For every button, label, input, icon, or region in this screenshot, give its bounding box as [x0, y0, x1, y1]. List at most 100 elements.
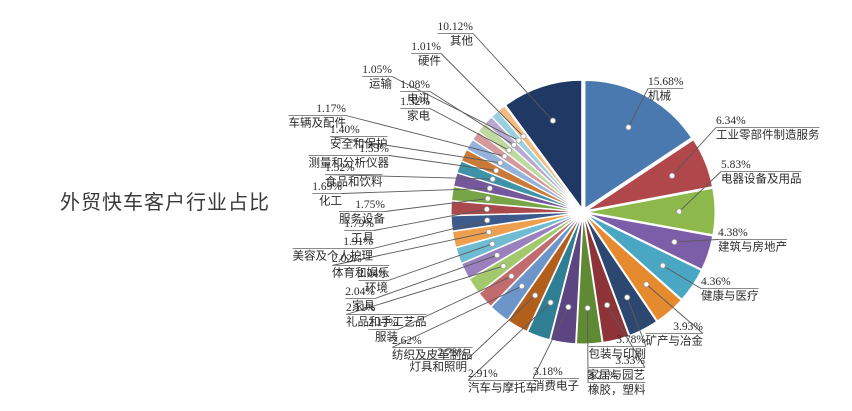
slice-anchor-dot-12: [518, 283, 525, 290]
slice-percent-2: 5.83%: [721, 159, 751, 171]
slice-label-21: 化工: [319, 194, 342, 208]
leader-line-16: [387, 243, 493, 281]
pie-slice-7[interactable]: [583, 215, 630, 344]
slice-percent-9: 3.18%: [533, 366, 563, 378]
leader-line-0: [628, 88, 649, 128]
slice-label-10: 汽车与摩托车: [468, 381, 537, 395]
leader-line-22: [324, 174, 493, 180]
slice-label-12: 纺织及皮革制品: [392, 348, 473, 362]
slice-percent-29: 1.01%: [411, 41, 441, 53]
leader-line-9: [532, 306, 569, 379]
pie-slice-1[interactable]: [586, 138, 714, 212]
leader-line-7: [606, 304, 646, 368]
slice-percent-20: 1.75%: [355, 199, 385, 211]
slice-percent-7: 3.33%: [615, 355, 645, 367]
pie-slice-30[interactable]: [504, 79, 583, 210]
pie-slice-4[interactable]: [585, 213, 703, 301]
slice-label-24: 安全和保护: [330, 137, 388, 151]
pie-slice-9[interactable]: [549, 215, 583, 345]
pie-slice-5[interactable]: [585, 214, 682, 322]
leader-line-11: [466, 295, 536, 360]
slice-anchor-dot-30: [549, 117, 556, 124]
slice-anchor-dot-2: [676, 208, 683, 215]
slice-label-18: 美容及个人护理: [293, 249, 374, 263]
leader-line-15: [374, 254, 498, 299]
slice-label-3: 建筑与房地产: [718, 240, 787, 254]
slice-anchor-dot-21: [486, 185, 493, 192]
slice-anchor-dot-10: [547, 299, 554, 306]
leader-line-12: [391, 285, 523, 348]
slice-anchor-dot-15: [494, 252, 501, 259]
slice-percent-19: 1.79%: [344, 218, 374, 230]
slice-label-16: 环境: [365, 281, 388, 295]
slice-anchor-dot-27: [511, 141, 518, 148]
slice-label-29: 硬件: [418, 54, 441, 68]
slice-label-27: 电讯: [407, 92, 430, 106]
leader-line-2: [678, 171, 722, 212]
slice-percent-11: 2.73%: [437, 347, 467, 359]
slice-anchor-dot-18: [484, 217, 491, 224]
pie-slice-6[interactable]: [584, 215, 658, 337]
slice-label-1: 工业零部件制造服务: [716, 128, 820, 142]
slice-label-8: 橡胶，塑料: [588, 383, 646, 397]
slice-percent-22: 1.52%: [325, 162, 355, 174]
leader-line-3: [674, 239, 719, 243]
pie-slice-8[interactable]: [575, 215, 603, 345]
slice-anchor-dot-4: [659, 262, 666, 269]
leader-line-20: [384, 198, 488, 212]
slice-percent-6: 3.78%: [616, 334, 646, 346]
pie-slice-12[interactable]: [490, 214, 581, 321]
slice-anchor-dot-26: [506, 147, 513, 154]
slice-percent-0: 15.68%: [648, 76, 684, 88]
leader-line-19: [373, 208, 487, 231]
pie-slice-10[interactable]: [526, 215, 583, 341]
leader-line-1: [671, 127, 717, 177]
slice-percent-12: 2.62%: [392, 335, 422, 347]
slice-label-0: 机械: [648, 89, 671, 103]
slice-anchor-dot-22: [489, 176, 496, 183]
slice-percent-25: 1.17%: [316, 103, 346, 115]
leader-line-29: [440, 53, 524, 137]
leader-line-30: [472, 33, 554, 121]
slice-percent-17: 2.02%: [332, 253, 362, 265]
slice-percent-27: 1.08%: [400, 79, 430, 91]
slice-label-4: 健康与医疗: [701, 289, 759, 303]
slice-label-7: 家居与园艺: [588, 368, 646, 382]
slice-anchor-dot-24: [497, 159, 504, 166]
slice-anchor-dot-19: [483, 206, 490, 213]
slice-anchor-dot-14: [500, 263, 507, 270]
slice-label-14: 礼品和手工艺品: [346, 315, 427, 329]
pie-slice-0[interactable]: [584, 79, 693, 210]
pie-slice-2[interactable]: [586, 187, 716, 236]
slice-label-20: 服务设备: [339, 212, 385, 226]
slice-label-19: 工具: [351, 231, 374, 245]
slice-anchor-dot-6: [624, 294, 631, 301]
slice-percent-21: 1.69%: [312, 181, 342, 193]
leader-line-6: [626, 297, 647, 347]
leader-line-27: [429, 91, 515, 146]
leader-line-25: [345, 115, 505, 157]
leader-line-24: [329, 136, 501, 164]
slice-label-13: 服装: [375, 330, 398, 344]
slice-percent-3: 4.38%: [718, 227, 748, 239]
leader-lines: [324, 33, 722, 383]
slice-anchor-dot-5: [643, 281, 650, 288]
slice-percent-14: 2.11%: [346, 302, 376, 314]
leader-line-5: [646, 284, 704, 334]
slice-percent-13: 2.17%: [368, 317, 398, 329]
slice-percent-23: 1.53%: [359, 143, 389, 155]
pie-slice-3[interactable]: [586, 212, 714, 271]
slice-percent-28: 1.05%: [362, 64, 392, 76]
leader-line-14: [345, 265, 504, 315]
slice-label-25: 车辆及配件: [289, 116, 347, 130]
slice-anchor-dot-0: [625, 124, 632, 131]
leader-line-26: [429, 108, 510, 151]
slice-label-26: 家电: [407, 109, 430, 123]
slice-percent-18: 1.91%: [343, 236, 373, 248]
slice-percent-30: 10.12%: [438, 21, 474, 33]
slice-anchor-dot-25: [501, 153, 508, 160]
slice-label-23: 测量和分析仪器: [309, 156, 390, 170]
slice-anchor-dot-28: [515, 137, 522, 144]
